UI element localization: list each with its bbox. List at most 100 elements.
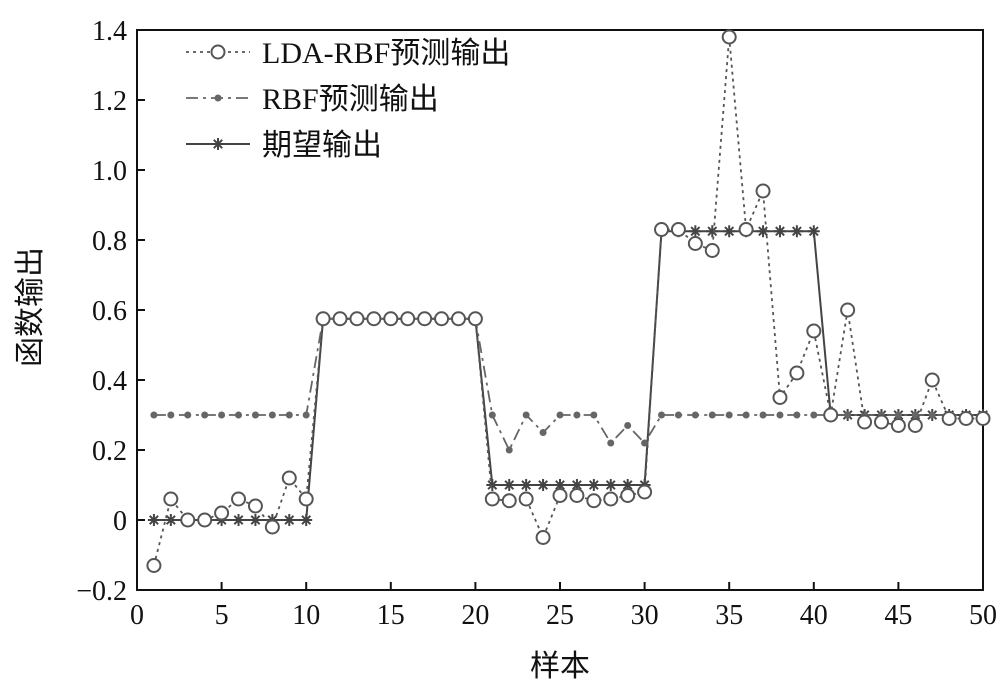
data-point — [434, 311, 450, 327]
legend-label: RBF预测输出 — [262, 83, 439, 116]
data-point — [674, 411, 682, 419]
data-point — [235, 411, 243, 419]
star-stroke — [791, 226, 802, 237]
data-point — [725, 411, 733, 419]
data-point — [180, 512, 196, 528]
data-point — [689, 225, 702, 238]
data-point — [298, 491, 314, 507]
star-stroke — [301, 515, 312, 525]
star-stroke — [588, 480, 599, 490]
data-point — [911, 411, 919, 419]
data-point — [569, 488, 585, 503]
data-point — [146, 558, 162, 573]
data-point — [789, 365, 805, 381]
legend-label: LDA-RBF预测输出 — [262, 37, 510, 70]
data-point — [218, 411, 226, 419]
y-tick-label: 0 — [113, 506, 127, 537]
data-point — [807, 225, 820, 238]
data-point — [776, 411, 784, 419]
data-point — [793, 411, 801, 419]
data-point — [637, 484, 653, 500]
data-point — [691, 411, 699, 419]
data-point — [283, 514, 296, 526]
data-point — [302, 411, 310, 419]
data-point — [806, 323, 822, 339]
data-point — [641, 439, 649, 447]
data-point — [759, 411, 767, 419]
data-point — [184, 411, 192, 419]
y-tick-label: 0.4 — [92, 366, 127, 397]
data-point — [928, 411, 936, 419]
series-solid-star — [147, 225, 989, 526]
star-stroke — [538, 480, 548, 490]
data-point — [857, 414, 873, 430]
data-point — [607, 439, 615, 447]
star-stroke — [622, 480, 633, 490]
y-tick-label: 0.2 — [92, 436, 127, 467]
data-point — [924, 372, 940, 388]
x-tick-label: 0 — [130, 600, 144, 631]
y-tick-label: 1.0 — [92, 156, 127, 187]
data-point — [941, 411, 957, 426]
data-point — [197, 512, 213, 528]
data-point — [315, 311, 331, 327]
data-point — [366, 311, 382, 327]
x-axis-ticks: 0 5 10 15 20 25 30 35 40 45 50 — [130, 582, 997, 631]
data-point — [164, 514, 177, 526]
data-point — [604, 479, 617, 491]
data-point — [332, 311, 348, 327]
legend-label: 期望输出 — [262, 129, 382, 162]
star-stroke — [149, 515, 159, 525]
x-tick-label: 30 — [631, 600, 659, 631]
data-point — [840, 302, 856, 318]
data-point — [147, 514, 160, 526]
data-point — [624, 422, 632, 429]
data-point — [232, 514, 245, 526]
data-point — [773, 225, 786, 238]
data-point — [484, 491, 500, 507]
star-stroke — [213, 139, 223, 149]
data-point — [738, 222, 754, 237]
data-point — [249, 514, 262, 526]
data-point — [264, 519, 280, 535]
data-point — [670, 222, 686, 237]
data-point — [535, 530, 551, 545]
data-point — [844, 411, 852, 419]
data-point — [537, 479, 550, 491]
data-point — [687, 236, 703, 251]
data-point — [552, 488, 568, 503]
y-tick-label: 0.8 — [92, 226, 127, 257]
data-point — [486, 479, 499, 491]
star-stroke — [808, 226, 819, 237]
star-stroke — [707, 226, 718, 237]
data-point — [587, 479, 600, 491]
data-point — [706, 225, 719, 238]
star-stroke — [165, 515, 176, 525]
data-point — [522, 411, 530, 419]
data-point — [467, 311, 483, 327]
data-point — [975, 411, 991, 426]
data-point — [823, 407, 839, 423]
data-point — [300, 514, 313, 526]
x-tick-label: 45 — [884, 600, 912, 631]
data-point — [417, 311, 433, 327]
y-tick-label: 0.6 — [92, 296, 127, 327]
data-point — [150, 411, 158, 419]
data-point — [251, 411, 259, 419]
x-tick-label: 5 — [215, 600, 229, 631]
data-point — [450, 311, 466, 327]
legend-marker — [210, 44, 226, 60]
y-tick-label: 1.4 — [92, 16, 127, 47]
data-point — [539, 429, 547, 436]
data-point — [518, 491, 534, 507]
data-point — [723, 225, 736, 238]
data-point — [556, 411, 564, 419]
data-point — [349, 311, 365, 327]
data-point — [167, 411, 175, 419]
star-stroke — [572, 480, 582, 490]
data-point — [721, 29, 737, 45]
data-point — [400, 311, 416, 327]
data-point — [704, 243, 720, 258]
